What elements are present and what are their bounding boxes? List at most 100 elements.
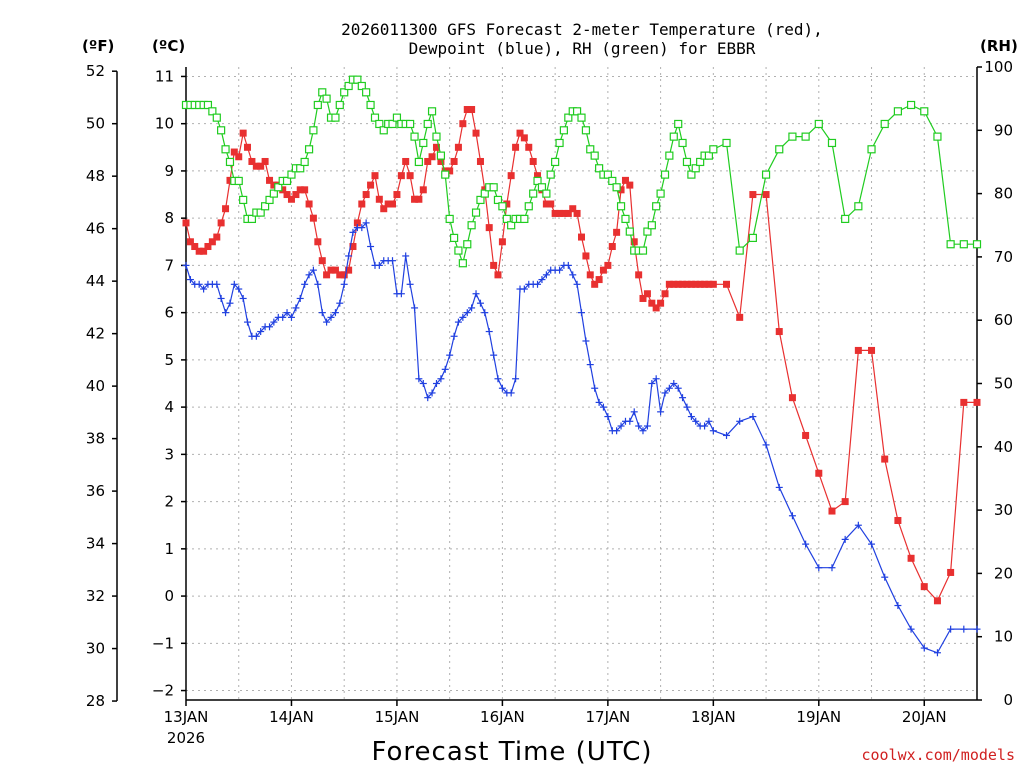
fahrenheit-tick-label: 44 xyxy=(86,272,105,290)
fahrenheit-tick-label: 52 xyxy=(86,62,105,80)
temperature-point xyxy=(406,172,414,180)
temperature-point xyxy=(775,328,783,336)
temperature-point xyxy=(217,219,225,227)
rh-point xyxy=(625,227,634,236)
dewpoint-point xyxy=(907,625,915,633)
x-tick-label: 15JAN xyxy=(375,708,420,726)
temperature-point xyxy=(947,568,955,576)
temperature-point xyxy=(371,172,379,180)
temperature-point xyxy=(507,172,515,180)
celsius-tick-label: 1 xyxy=(164,540,174,558)
rh-point xyxy=(239,195,248,205)
dewpoint-point xyxy=(586,361,594,369)
temperature-point xyxy=(973,398,981,406)
dewpoint-point xyxy=(468,304,476,312)
temperature-point xyxy=(296,186,304,194)
rh-point xyxy=(261,202,270,211)
temperature-point xyxy=(595,276,603,284)
dewpoint-point xyxy=(538,276,546,284)
rh-point xyxy=(546,170,555,179)
rh-point xyxy=(946,240,955,249)
temperature-point xyxy=(516,129,524,137)
rh-point xyxy=(665,151,674,160)
temperature-point xyxy=(604,261,612,269)
temperature-point xyxy=(665,280,673,288)
dewpoint-point xyxy=(314,280,322,288)
temperature-point xyxy=(520,134,528,142)
celsius-tick-label: 7 xyxy=(164,256,174,274)
dewpoint-point xyxy=(243,318,251,326)
temperature-point xyxy=(186,238,194,246)
temperature-point xyxy=(498,238,506,246)
temperature-point xyxy=(239,129,247,137)
rh-point xyxy=(972,240,982,249)
rh-point xyxy=(480,189,489,198)
dewpoint-point xyxy=(182,261,190,269)
temperature-point xyxy=(556,209,564,217)
rh-point xyxy=(660,170,670,179)
temperature-point xyxy=(287,195,295,203)
temperature-point xyxy=(243,143,251,151)
temperature-point xyxy=(318,257,326,265)
dewpoint-point xyxy=(476,299,484,307)
rh-point xyxy=(735,246,744,255)
rh-point xyxy=(559,126,568,135)
temperature-point xyxy=(907,554,915,562)
temperature-point xyxy=(252,162,260,170)
chart-title-line1: 2026011300 GFS Forecast 2-meter Temperat… xyxy=(341,20,823,39)
rh-point xyxy=(854,202,863,211)
rh-point xyxy=(287,170,296,179)
temperature-point xyxy=(639,294,647,302)
celsius-tick-label: 9 xyxy=(164,162,174,180)
rh-point xyxy=(603,170,612,179)
rh-point xyxy=(454,246,463,255)
dewpoint-point xyxy=(450,332,458,340)
rh-point xyxy=(572,107,582,116)
temperature-point xyxy=(802,431,810,439)
temperature-point xyxy=(920,583,928,591)
dewpoint-point xyxy=(318,309,326,317)
dewpoint-point xyxy=(854,521,862,529)
dewpoint-point xyxy=(679,394,687,402)
temperature-point xyxy=(380,205,388,213)
temperature-point xyxy=(560,209,568,217)
dewpoint-point xyxy=(648,380,656,387)
temperature-point xyxy=(257,162,265,170)
rh-point xyxy=(520,214,529,224)
rh-point xyxy=(722,138,731,148)
rh-point xyxy=(221,145,230,154)
temperature-point xyxy=(384,200,392,208)
temperature-point xyxy=(222,205,230,213)
temperature-point xyxy=(428,153,436,161)
rh-point xyxy=(265,195,274,205)
temperature-point xyxy=(683,280,691,288)
rh-point xyxy=(775,145,784,154)
dewpoint-point xyxy=(556,266,564,274)
rh-tick-label: 80 xyxy=(994,185,1013,203)
dewpoint-point xyxy=(424,394,432,402)
temperature-point xyxy=(389,200,397,208)
fahrenheit-tick-label: 42 xyxy=(86,325,105,343)
dewpoint-point xyxy=(498,384,506,392)
temperature-point xyxy=(494,271,502,279)
temperature-point xyxy=(340,271,348,279)
dewpoint-point xyxy=(266,323,274,331)
dewpoint-point xyxy=(296,294,304,302)
dewpoint-point xyxy=(670,380,678,387)
temperature-point xyxy=(578,233,585,241)
rh-point xyxy=(880,119,889,129)
temperature-point xyxy=(490,261,498,269)
rh-point xyxy=(704,151,714,160)
dewpoint-point xyxy=(195,280,203,288)
rh-point xyxy=(761,170,771,179)
dewpoint-point xyxy=(200,285,208,293)
temperature-point xyxy=(657,299,665,307)
dewpoint-point xyxy=(389,257,397,265)
dewpoint-point xyxy=(186,276,194,284)
temperature-point xyxy=(195,247,203,255)
x-tick-label: 19JAN xyxy=(796,708,841,726)
dewpoint-point xyxy=(327,313,335,321)
series-group xyxy=(181,75,982,657)
dewpoint-point xyxy=(463,309,471,317)
temperature-point xyxy=(432,143,440,151)
